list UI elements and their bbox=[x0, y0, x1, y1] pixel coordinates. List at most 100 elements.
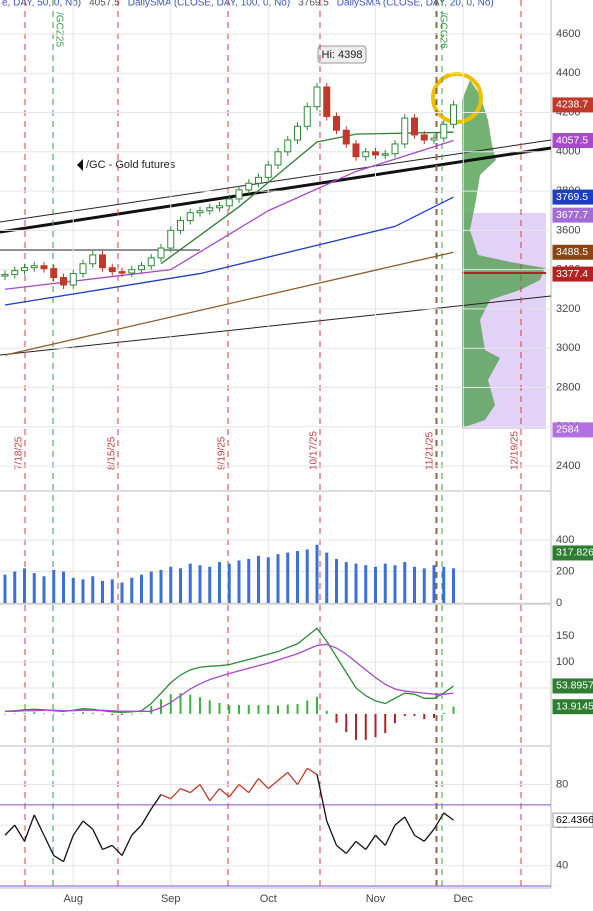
trendline bbox=[0, 295, 552, 356]
y-tick-label: 3200 bbox=[556, 303, 580, 315]
rsi-segment bbox=[267, 779, 279, 790]
volume-bar bbox=[198, 565, 202, 603]
histogram-bar bbox=[335, 713, 338, 723]
moving-average bbox=[4, 251, 454, 356]
annotation: Hi: 4398 bbox=[322, 49, 363, 61]
histogram-bar bbox=[101, 713, 104, 715]
price-label: 2584 bbox=[556, 424, 580, 436]
price-label-box bbox=[552, 207, 593, 223]
candle bbox=[99, 254, 106, 269]
histogram-bar bbox=[325, 710, 328, 714]
candle bbox=[420, 134, 428, 141]
volume-bar bbox=[13, 571, 17, 603]
histogram-bar bbox=[111, 713, 114, 715]
trendline bbox=[0, 146, 552, 234]
rsi-segment bbox=[375, 834, 386, 846]
candle bbox=[303, 106, 311, 127]
candle bbox=[30, 265, 38, 269]
volume-bar bbox=[247, 558, 251, 603]
histogram-bar bbox=[4, 713, 6, 715]
x-tick-label: Aug bbox=[63, 893, 83, 905]
histogram-bar bbox=[364, 713, 367, 740]
candle bbox=[206, 207, 214, 212]
contract-label: /GCZ25 bbox=[53, 12, 64, 47]
rsi-segment bbox=[238, 784, 250, 794]
rsi-segment bbox=[219, 788, 230, 798]
rsi-segment bbox=[199, 784, 211, 802]
rsi-segment bbox=[296, 767, 308, 785]
histogram-bar bbox=[452, 706, 455, 714]
histogram-bar bbox=[355, 713, 357, 740]
rsi-segment bbox=[82, 820, 94, 830]
x-tick-label: Nov bbox=[366, 893, 386, 905]
volume-bar bbox=[422, 568, 426, 603]
candle bbox=[108, 267, 116, 273]
rsi-segment bbox=[121, 834, 133, 856]
rsi-segment bbox=[131, 824, 142, 836]
volume-bar bbox=[3, 574, 7, 603]
volume-bar bbox=[188, 563, 192, 603]
volume-bar bbox=[452, 568, 455, 603]
volume-bar bbox=[305, 549, 309, 603]
candle bbox=[21, 267, 28, 272]
rsi-segment bbox=[277, 771, 289, 781]
legend-text: e, DAY, 50, 0, No) bbox=[2, 0, 81, 9]
rsi-segment bbox=[4, 824, 16, 836]
rsi-segment bbox=[404, 816, 416, 836]
x-tick-label: Dec bbox=[453, 893, 473, 905]
volume-profile bbox=[462, 80, 545, 428]
event-label: 8/15/25 bbox=[107, 436, 118, 470]
rsi-segment bbox=[111, 844, 123, 856]
candle bbox=[362, 151, 370, 158]
histogram-bar bbox=[179, 693, 182, 714]
price-label: 3769.5 bbox=[556, 191, 588, 203]
rsi-segment bbox=[336, 844, 347, 855]
price-label: 4238.7 bbox=[556, 99, 588, 111]
volume-bar bbox=[159, 569, 163, 603]
candle bbox=[177, 220, 184, 231]
volume-bar bbox=[335, 558, 338, 603]
rsi-segment bbox=[53, 854, 64, 863]
event-label: 12/19/25 bbox=[510, 431, 521, 470]
candle bbox=[167, 229, 175, 249]
price-label-box bbox=[552, 812, 593, 828]
histogram-bar bbox=[296, 704, 299, 714]
price-label: 317.826 bbox=[556, 547, 593, 559]
volume-bar bbox=[208, 566, 212, 603]
price-label-box bbox=[552, 699, 593, 715]
candle bbox=[196, 210, 204, 214]
histogram-bar bbox=[345, 713, 348, 733]
rsi-segment bbox=[102, 844, 113, 851]
event-label: 7/18/25 bbox=[14, 436, 25, 470]
volume-bar bbox=[403, 562, 407, 603]
y-tick-label: 80 bbox=[556, 778, 568, 790]
price-label: 62.4366 bbox=[556, 814, 593, 826]
moving-average bbox=[4, 196, 454, 306]
candle bbox=[323, 86, 331, 117]
volume-bar bbox=[413, 566, 416, 603]
volume-bar bbox=[364, 565, 368, 603]
histogram-bar bbox=[130, 713, 133, 715]
volume-bar bbox=[257, 555, 260, 603]
candle bbox=[284, 139, 292, 153]
histogram-bar bbox=[218, 703, 221, 714]
candle bbox=[313, 86, 321, 108]
y-tick-label: 2800 bbox=[556, 381, 580, 393]
candle bbox=[118, 271, 126, 274]
rsi-segment bbox=[248, 778, 260, 794]
x-tick-label: Sep bbox=[161, 893, 181, 905]
rsi-segment bbox=[365, 834, 377, 850]
candle bbox=[333, 115, 340, 131]
volume-bar bbox=[101, 580, 104, 603]
rsi-segment bbox=[189, 784, 201, 794]
histogram-bar bbox=[62, 713, 65, 715]
price-label: 3677.7 bbox=[556, 209, 588, 221]
volume-bar bbox=[432, 565, 436, 603]
volume-bar bbox=[149, 571, 153, 603]
histogram-bar bbox=[208, 700, 211, 714]
volume-bar bbox=[237, 560, 241, 603]
histogram-bar bbox=[423, 713, 426, 720]
title-marker bbox=[77, 159, 83, 171]
candle bbox=[11, 270, 19, 276]
candle bbox=[157, 247, 165, 259]
